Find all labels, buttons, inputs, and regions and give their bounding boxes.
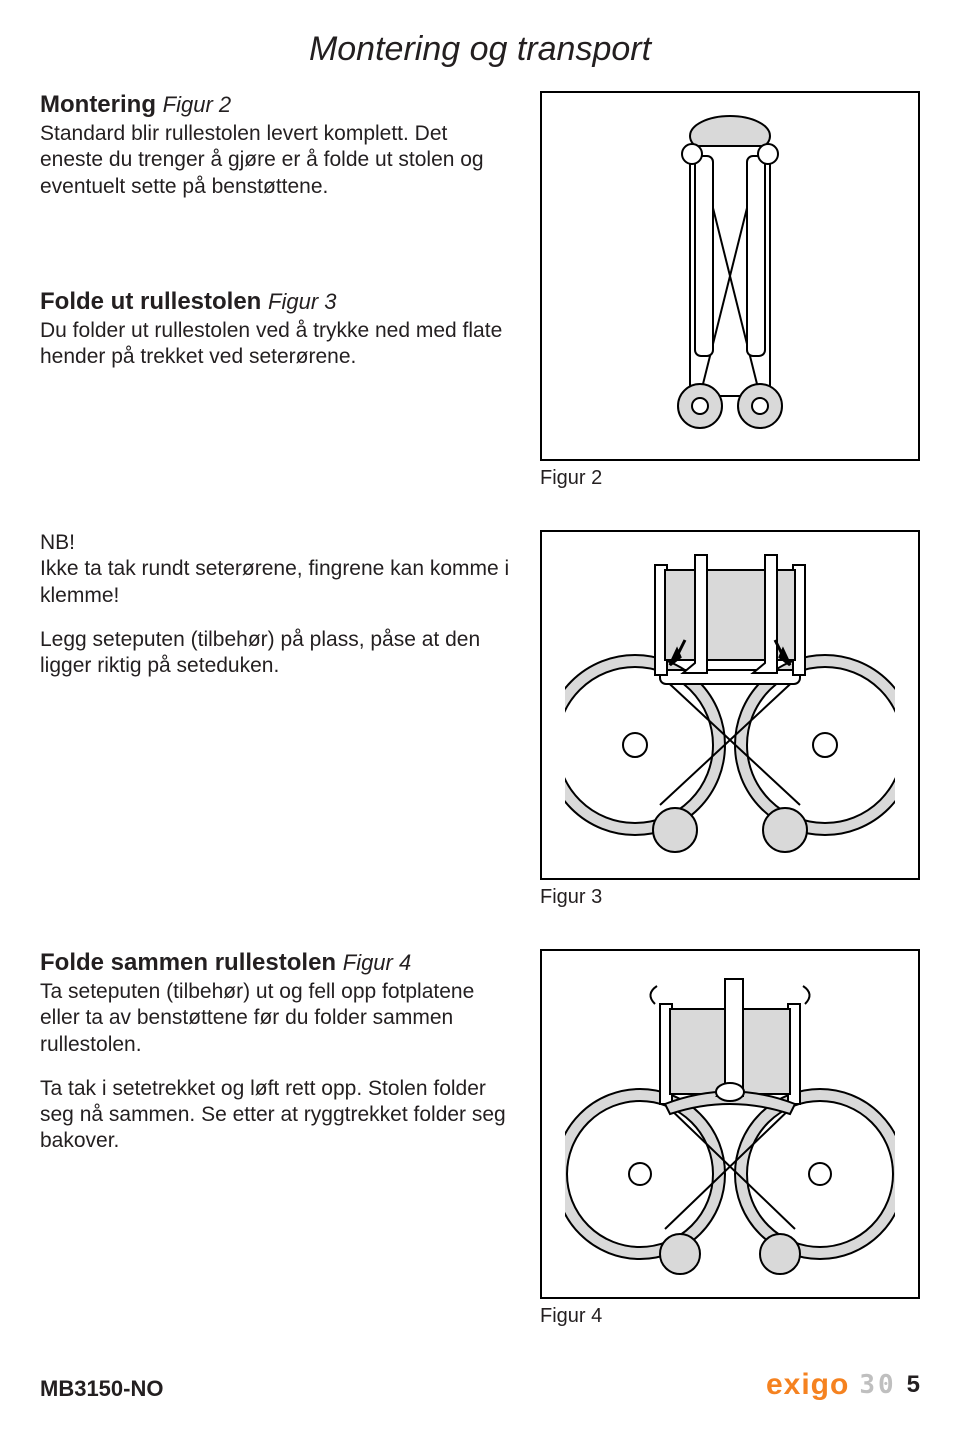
brand-num: 30 <box>859 1370 896 1400</box>
figure4-col: Figur 4 <box>540 949 920 1338</box>
section1-heading-text: Montering <box>40 91 156 118</box>
section1-text: Montering Figur 2 Standard blir rullesto… <box>40 91 510 500</box>
section2-nb: NB! Ikke ta tak rundt seterørene, fingre… <box>40 530 510 609</box>
section2-text-cont: NB! Ikke ta tak rundt seterørene, fingre… <box>40 530 510 919</box>
brand-block: exigo 30 5 <box>766 1368 920 1402</box>
section3-p2: Ta tak i setetrekket og løft rett opp. S… <box>40 1076 510 1155</box>
figure2-illustration <box>630 106 830 446</box>
nb-label: NB! <box>40 531 75 554</box>
page-footer: MB3150-NO exigo 30 5 <box>40 1368 920 1402</box>
section3-heading-text: Folde sammen rullestolen <box>40 949 336 976</box>
page-title: Montering og transport <box>40 30 920 69</box>
section2-p3: Legg seteputen (tilbehør) på plass, påse… <box>40 627 510 680</box>
section3-heading: Folde sammen rullestolen Figur 4 <box>40 949 510 977</box>
figure4-illustration <box>565 964 895 1284</box>
page-number: 5 <box>907 1371 920 1399</box>
section1-heading: Montering Figur 2 <box>40 91 510 119</box>
figure3-label: Figur 3 <box>540 886 920 909</box>
figure4-label: Figur 4 <box>540 1305 920 1328</box>
section3-p1: Ta seteputen (tilbehør) ut og fell opp f… <box>40 979 510 1058</box>
section1-fig-ref: Figur 2 <box>163 92 231 117</box>
figure4-box <box>540 949 920 1299</box>
row-1: Montering Figur 2 Standard blir rullesto… <box>40 91 920 500</box>
row-2: NB! Ikke ta tak rundt seterørene, fingre… <box>40 530 920 919</box>
section2-p1: Du folder ut rullestolen ved å trykke ne… <box>40 318 510 371</box>
section2-fig-ref: Figur 3 <box>268 289 336 314</box>
figure3-illustration <box>565 545 895 865</box>
figure2-col: Figur 2 <box>540 91 920 500</box>
figure3-box <box>540 530 920 880</box>
figure2-label: Figur 2 <box>540 467 920 490</box>
section1-p1: Standard blir rullestolen levert komplet… <box>40 121 510 200</box>
brand-name: exigo <box>766 1368 849 1402</box>
row-3: Folde sammen rullestolen Figur 4 Ta sete… <box>40 949 920 1338</box>
figure2-box <box>540 91 920 461</box>
doc-code: MB3150-NO <box>40 1376 163 1402</box>
section3-fig-ref: Figur 4 <box>343 950 411 975</box>
section2-heading-text: Folde ut rullestolen <box>40 288 261 315</box>
figure3-col: Figur 3 <box>540 530 920 919</box>
nb-text: Ikke ta tak rundt seterørene, fingrene k… <box>40 557 509 606</box>
section3-text: Folde sammen rullestolen Figur 4 Ta sete… <box>40 949 510 1338</box>
section2-heading: Folde ut rullestolen Figur 3 <box>40 288 510 316</box>
